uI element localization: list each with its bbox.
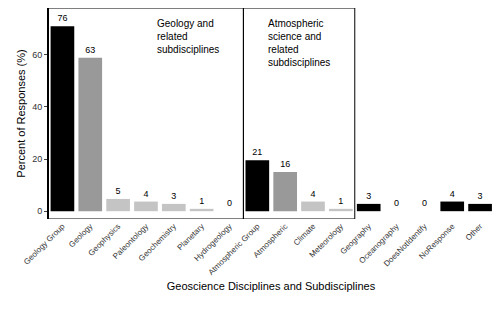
svg-text:3: 3 bbox=[366, 191, 371, 201]
svg-text:0: 0 bbox=[227, 198, 232, 208]
svg-text:Geology: Geology bbox=[67, 222, 94, 249]
svg-text:76: 76 bbox=[57, 13, 67, 23]
svg-text:Planetary: Planetary bbox=[176, 222, 206, 252]
svg-text:Atmosphericscience andrelateds: Atmosphericscience andrelatedsubdiscipli… bbox=[268, 18, 330, 68]
svg-text:5: 5 bbox=[116, 186, 121, 196]
svg-text:Geochemistry: Geochemistry bbox=[137, 222, 178, 263]
svg-text:Geology andrelatedsubdisciplin: Geology andrelatedsubdisciplines bbox=[157, 18, 219, 55]
svg-text:Atmospheric: Atmospheric bbox=[252, 222, 290, 260]
svg-text:0: 0 bbox=[37, 206, 42, 216]
svg-text:40: 40 bbox=[32, 102, 42, 112]
svg-text:Oceanography: Oceanography bbox=[357, 222, 400, 265]
svg-text:4: 4 bbox=[311, 189, 316, 199]
svg-text:NoResponse: NoResponse bbox=[417, 221, 456, 260]
svg-text:4: 4 bbox=[143, 189, 148, 199]
svg-text:Atmospheric Group: Atmospheric Group bbox=[206, 221, 261, 276]
svg-text:16: 16 bbox=[280, 159, 290, 169]
svg-text:Climate: Climate bbox=[292, 221, 318, 247]
svg-text:Other: Other bbox=[464, 222, 485, 243]
svg-text:0: 0 bbox=[394, 198, 399, 208]
svg-text:Paleontology: Paleontology bbox=[111, 222, 150, 261]
svg-text:60: 60 bbox=[32, 50, 42, 60]
svg-text:1: 1 bbox=[338, 196, 343, 206]
svg-text:Geoscience Disciplines and Sub: Geoscience Disciplines and Subdiscipline… bbox=[167, 280, 376, 292]
svg-text:Meteorology: Meteorology bbox=[308, 222, 345, 259]
svg-text:Hydrogeology: Hydrogeology bbox=[192, 222, 233, 263]
svg-text:63: 63 bbox=[85, 45, 95, 55]
svg-text:1: 1 bbox=[199, 196, 204, 206]
svg-text:0: 0 bbox=[422, 198, 427, 208]
svg-text:21: 21 bbox=[252, 147, 262, 157]
svg-text:3: 3 bbox=[478, 191, 483, 201]
svg-text:4: 4 bbox=[450, 189, 455, 199]
svg-text:Geography: Geography bbox=[339, 222, 373, 256]
svg-text:Percent of Responses (%): Percent of Responses (%) bbox=[15, 49, 27, 177]
svg-text:20: 20 bbox=[32, 154, 42, 164]
svg-text:DoesNotIdentify: DoesNotIdentify bbox=[382, 222, 429, 269]
svg-text:Geology Group: Geology Group bbox=[22, 221, 67, 266]
svg-text:3: 3 bbox=[171, 191, 176, 201]
svg-text:Geophysics: Geophysics bbox=[86, 222, 122, 258]
